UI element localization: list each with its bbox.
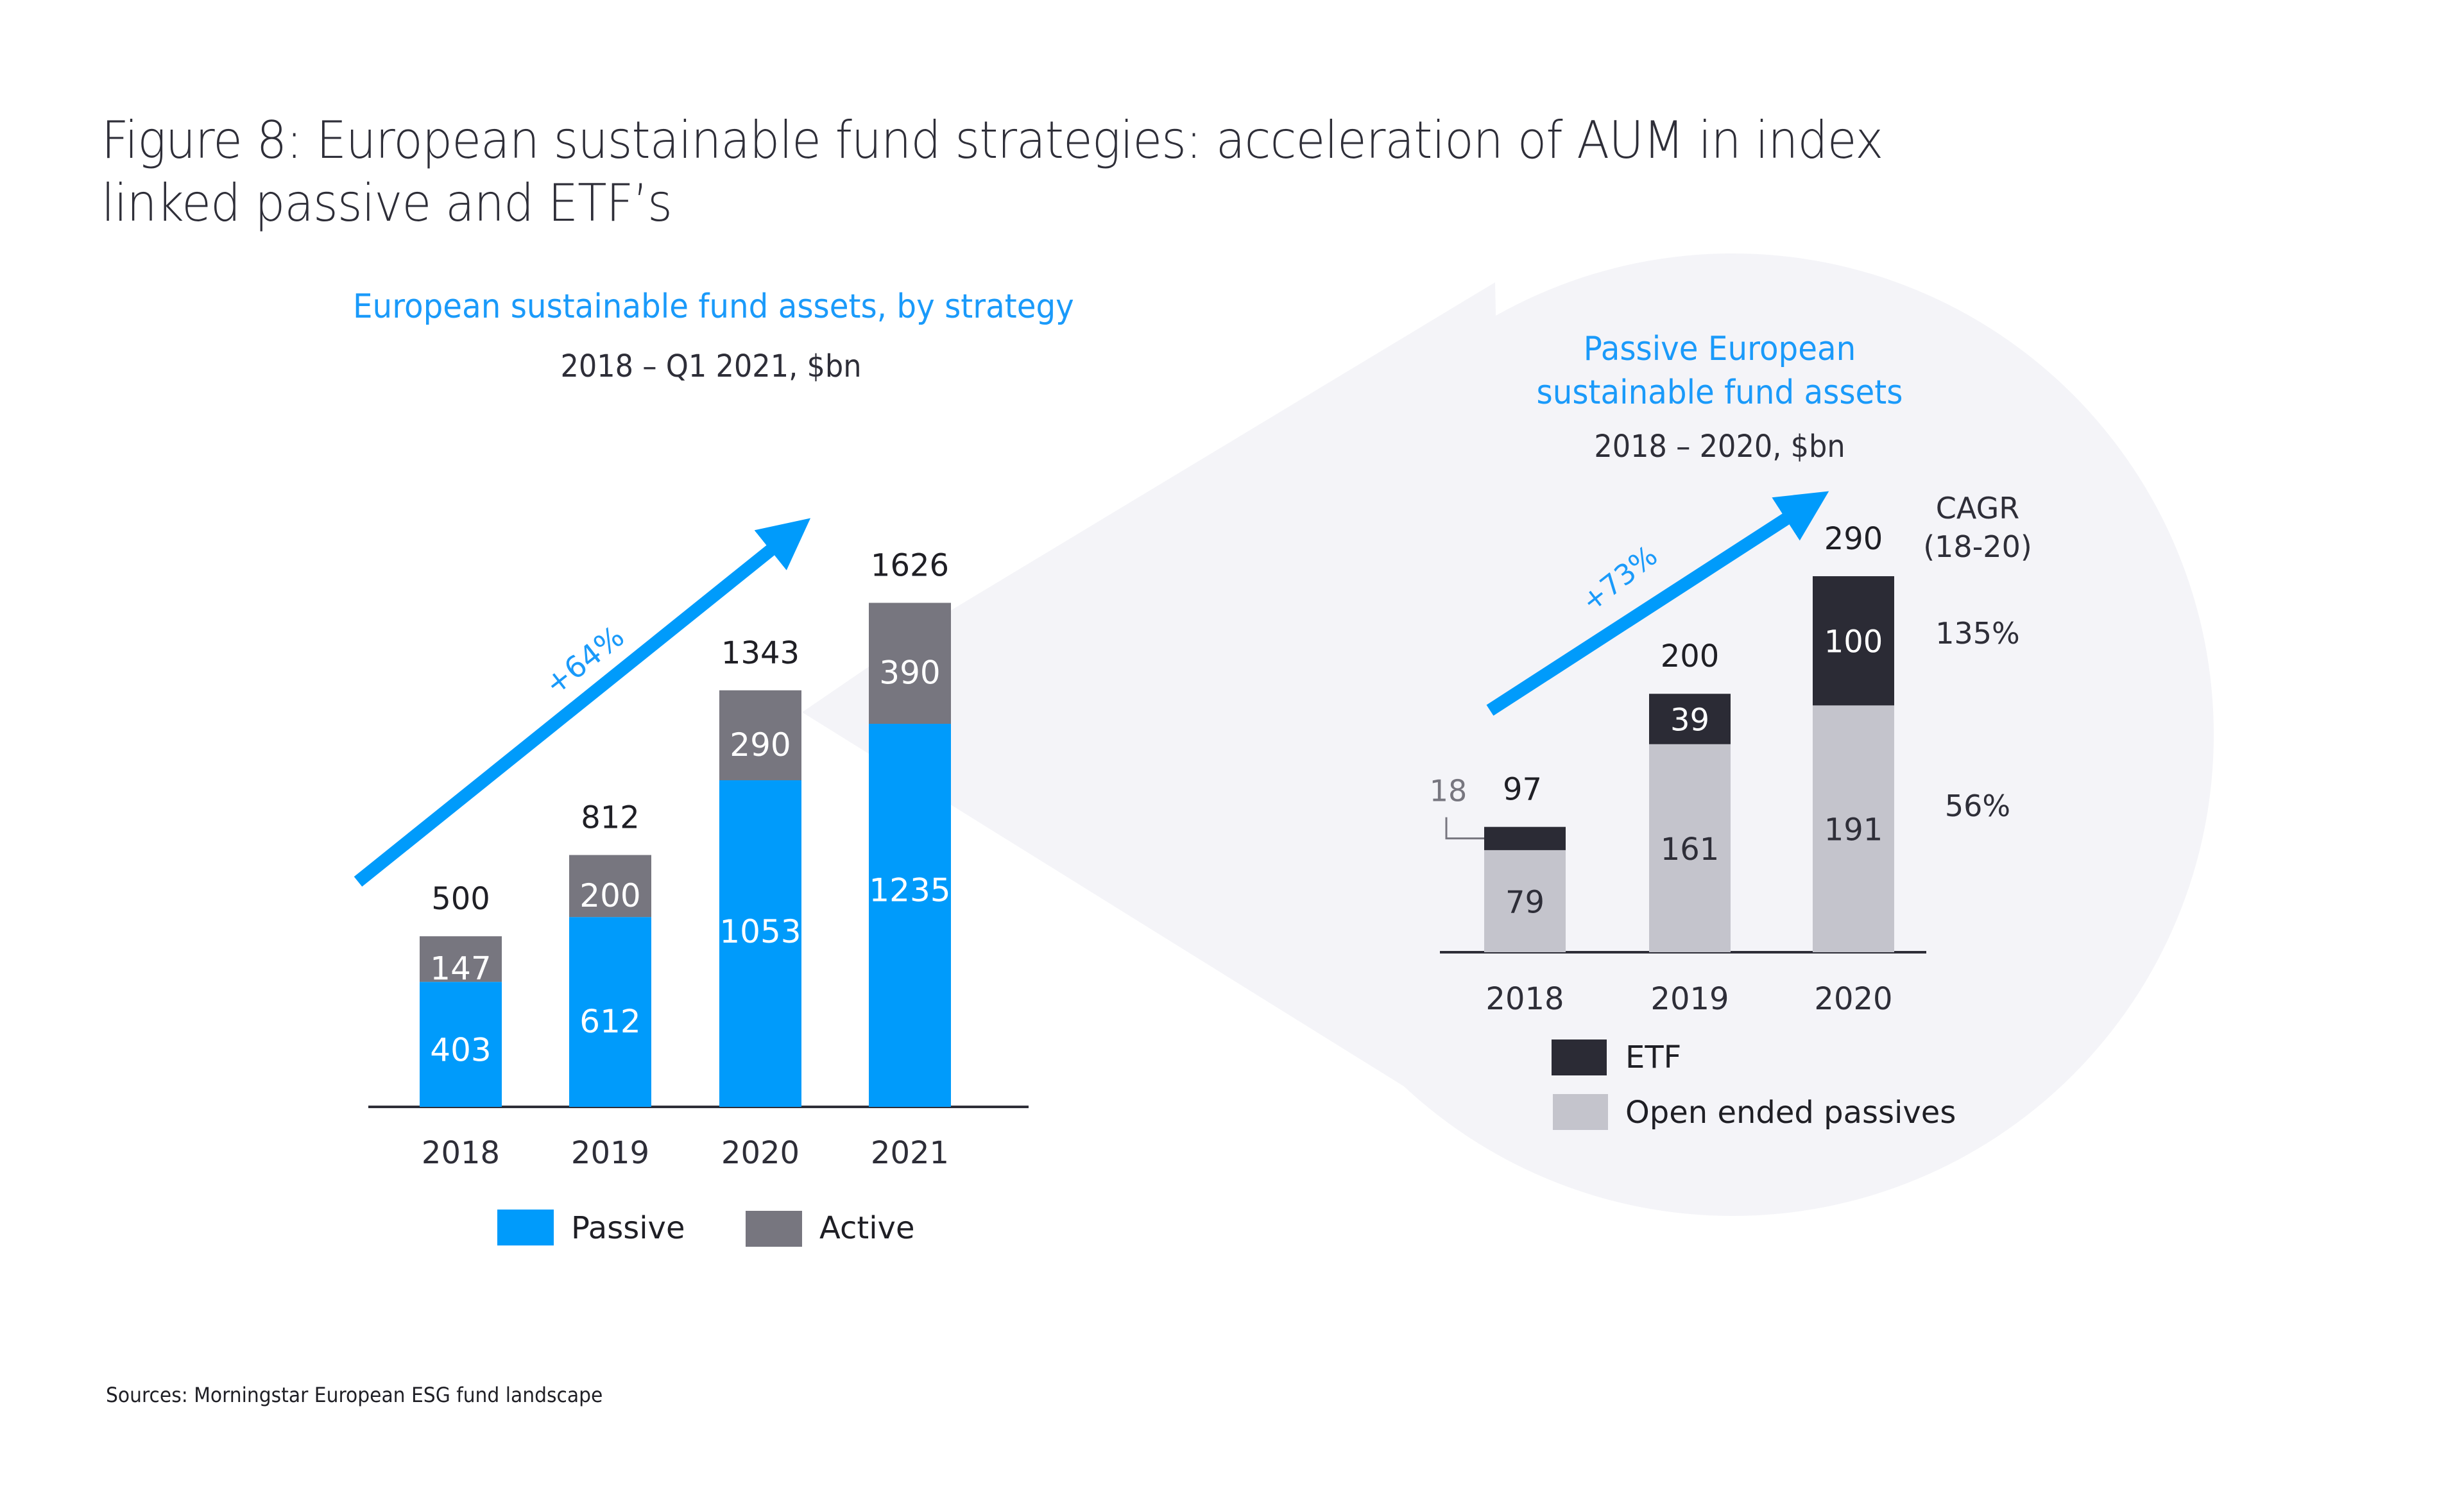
spotlight-circle: [1251, 253, 2214, 1216]
left-chart: 403 147 500 2018 612 200 812 2019 1053 290 1343 202…: [354, 518, 1029, 1247]
data-label-passive-2021: 1235: [869, 872, 950, 909]
growth-annotation: +64%: [538, 619, 631, 701]
total-label-2019: 812: [581, 800, 640, 835]
legend-label-active: Active: [819, 1210, 914, 1246]
cagr-header-line2: (18-20): [1923, 529, 2032, 564]
figure-title-line1: Figure 8: European sustainable fund stra…: [101, 110, 1883, 170]
x-tick-label-2021: 2021: [871, 1135, 949, 1171]
bar-etf-2020: [1813, 576, 1894, 706]
total-label-2018: 500: [431, 881, 490, 917]
legend-label-passive: Passive: [571, 1210, 685, 1246]
right-chart-title-line1: Passive European: [1583, 330, 1856, 368]
data-label-passive-2019: 612: [579, 1003, 640, 1040]
bar-active-2019: [569, 855, 651, 918]
sources-note: Sources: Morningstar European ESG fund l…: [106, 1383, 603, 1407]
bar-open-ended-passives-2019: [1649, 744, 1731, 952]
total-label-2020: 290: [1824, 521, 1883, 557]
bar-passive-2018: [420, 982, 502, 1107]
cagr-header-line1: CAGR: [1936, 491, 2019, 526]
bar-etf-2019: [1649, 694, 1731, 744]
legend-label-open-ended: Open ended passives: [1625, 1095, 1956, 1131]
data-label-open-ended-passives-2018: 79: [1505, 884, 1544, 920]
right-chart-title: Passive European sustainable fund assets: [1421, 327, 2018, 415]
legend-label-etf: ETF: [1625, 1039, 1681, 1075]
bar-active-2021: [869, 603, 951, 724]
legend-swatch-active: [746, 1211, 802, 1247]
bar-passive-2019: [569, 917, 651, 1107]
right-chart-subtitle: 2018 – 2020, $bn: [1594, 429, 1845, 465]
x-tick-label-2018: 2018: [422, 1135, 500, 1171]
bar-active-2020: [719, 690, 801, 780]
total-label-2018: 97: [1503, 772, 1542, 808]
data-label-passive-2018: 403: [430, 1032, 491, 1069]
total-label-2019: 200: [1661, 638, 1720, 674]
right-chart: 79972018161392002019191100290202018+73%C…: [1430, 491, 2032, 1131]
x-tick-label-2018: 2018: [1485, 981, 1564, 1017]
bar-open-ended-passives-2018: [1484, 850, 1566, 952]
right-chart-title-line2: sustainable fund assets: [1536, 373, 1903, 412]
bar-passive-2020: [719, 780, 801, 1107]
x-tick-label-2020: 2020: [1814, 981, 1892, 1017]
data-label-passive-2020: 1053: [719, 913, 801, 950]
data-label-etf-2018: 18: [1430, 774, 1467, 808]
cagr-value-open-ended: 56%: [1945, 789, 2010, 823]
data-label-active-2018: 147: [430, 950, 491, 988]
growth-arrow: [1486, 491, 1829, 716]
x-tick-label-2019: 2019: [1650, 981, 1729, 1017]
x-tick-label-2020: 2020: [721, 1135, 800, 1171]
x-tick-label-2019: 2019: [571, 1135, 649, 1171]
bar-passive-2021: [869, 724, 951, 1107]
data-label-open-ended-passives-2020: 191: [1824, 812, 1883, 848]
data-label-open-ended-passives-2019: 161: [1661, 832, 1720, 868]
total-label-2021: 1626: [871, 547, 949, 583]
data-label-active-2019: 200: [579, 877, 640, 914]
figure-title: Figure 8: European sustainable fund stra…: [101, 109, 1883, 235]
etf-2018-leader-line: [1445, 817, 1484, 840]
bar-active-2018: [420, 936, 502, 982]
data-label-active-2020: 290: [730, 726, 791, 764]
growth-arrow: [354, 518, 811, 887]
legend-swatch-open-ended: [1553, 1094, 1608, 1130]
left-chart-subtitle: 2018 – Q1 2021, $bn: [560, 348, 862, 384]
left-chart-title: European sustainable fund assets, by str…: [353, 287, 1074, 326]
legend-swatch-etf: [1552, 1039, 1607, 1075]
data-label-etf-2020: 100: [1824, 624, 1883, 660]
total-label-2020: 1343: [721, 635, 800, 671]
cagr-value-etf: 135%: [1935, 616, 2020, 651]
figure-title-line2: linked passive and ETF’s: [101, 173, 672, 233]
legend-swatch-passive: [497, 1210, 554, 1245]
data-label-etf-2019: 39: [1670, 703, 1709, 739]
data-label-active-2021: 390: [879, 654, 940, 692]
bar-etf-2018: [1484, 826, 1566, 850]
bar-open-ended-passives-2020: [1813, 705, 1894, 952]
